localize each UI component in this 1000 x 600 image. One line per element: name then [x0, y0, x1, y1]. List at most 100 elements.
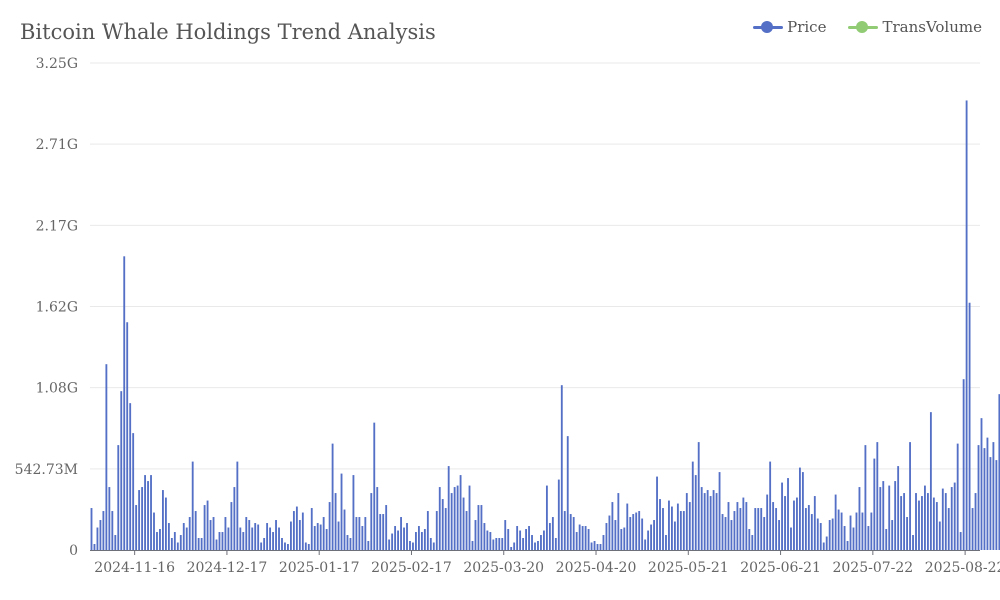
bar-price [292, 511, 295, 550]
bar-price [921, 496, 923, 550]
bar-price [959, 532, 962, 550]
bar-price [801, 472, 804, 550]
bar-price [498, 538, 501, 550]
bar-price [769, 461, 772, 550]
bar-price [287, 544, 289, 550]
bar-price [587, 529, 590, 550]
bar-price [647, 530, 650, 550]
bar-price [584, 526, 587, 550]
bar-price [176, 542, 179, 550]
bar-price [876, 442, 879, 550]
bar-price [900, 496, 903, 550]
bar-price [912, 535, 914, 550]
bar-price [793, 500, 795, 550]
bar-price [852, 527, 855, 550]
bar-price [501, 538, 504, 550]
bar-price [798, 467, 801, 550]
bar-price [403, 527, 405, 550]
x-tick-label: 2025-07-22 [832, 560, 913, 576]
bar-price [980, 418, 983, 550]
bar-price [551, 517, 554, 550]
legend-item-transvolume[interactable]: TransVolume [848, 18, 982, 36]
bar-price [224, 517, 227, 550]
bar-price [325, 529, 328, 550]
bar-price [173, 532, 176, 550]
bar-price [879, 487, 882, 550]
bar-price [167, 523, 170, 550]
bar-price [191, 461, 194, 550]
bar-price [560, 385, 563, 550]
bar-price [254, 523, 257, 550]
bar-price [828, 520, 831, 550]
bar-price [519, 530, 522, 550]
bar-price [144, 475, 146, 550]
bar-price [340, 473, 343, 550]
bar-price [563, 511, 566, 550]
bar-price [593, 541, 596, 550]
legend: Price TransVolume [753, 18, 982, 36]
y-tick-label: 542.73M [15, 462, 78, 478]
bar-price [108, 487, 111, 550]
bar-price [200, 538, 203, 550]
bar-price [534, 542, 536, 550]
bar-price [926, 493, 929, 550]
bar-price [468, 485, 471, 550]
bar-price [194, 511, 197, 550]
bar-price [965, 100, 968, 551]
bar-price [968, 302, 971, 550]
bar-price [754, 508, 757, 550]
bar-price [888, 485, 891, 550]
bar-price [531, 535, 533, 550]
bar-price [492, 539, 495, 550]
bar-price [99, 520, 102, 550]
y-tick-label: 1.62G [36, 300, 78, 316]
bar-price [474, 520, 477, 550]
bar-price [656, 476, 658, 550]
bar-price [153, 512, 155, 550]
bar-price [873, 458, 876, 550]
bar-price [218, 532, 221, 550]
bar-price [117, 445, 120, 550]
bar-price [739, 508, 742, 550]
x-tick-label: 2024-12-17 [187, 560, 268, 576]
bar-price [304, 542, 307, 550]
bar-price [245, 517, 248, 550]
bar-price [412, 542, 414, 550]
bar-price [236, 461, 239, 550]
bar-price [947, 508, 950, 550]
bar-price [510, 547, 513, 550]
bar-price [676, 503, 679, 550]
bar-price [736, 502, 739, 550]
bar-price [974, 493, 977, 550]
bar-price [129, 403, 132, 550]
bar-price [915, 493, 917, 550]
bar-price [638, 511, 641, 550]
bar-price [635, 512, 638, 550]
legend-item-price[interactable]: Price [753, 18, 826, 36]
bar-price [170, 538, 173, 550]
bar-price [897, 466, 900, 550]
bar-price [370, 493, 373, 550]
bar-price [182, 523, 185, 550]
bar-price [629, 517, 632, 550]
bar-price [727, 502, 730, 550]
bar-price [909, 442, 911, 550]
bar-price [385, 505, 388, 550]
bar-price [135, 505, 138, 550]
bar-price [796, 497, 798, 550]
bar-price [105, 364, 108, 550]
bar-price [358, 517, 361, 550]
bar-price [355, 517, 358, 550]
bar-price [837, 509, 840, 550]
bar-price [269, 527, 272, 550]
bar-price [251, 527, 254, 550]
bar-price [263, 538, 266, 550]
bar-price [694, 475, 697, 550]
bar-price [772, 502, 775, 550]
bar-price [132, 433, 135, 550]
bar-price [543, 530, 545, 550]
bar-price [712, 490, 715, 550]
bar-price [120, 391, 123, 550]
bar-price [673, 521, 676, 550]
